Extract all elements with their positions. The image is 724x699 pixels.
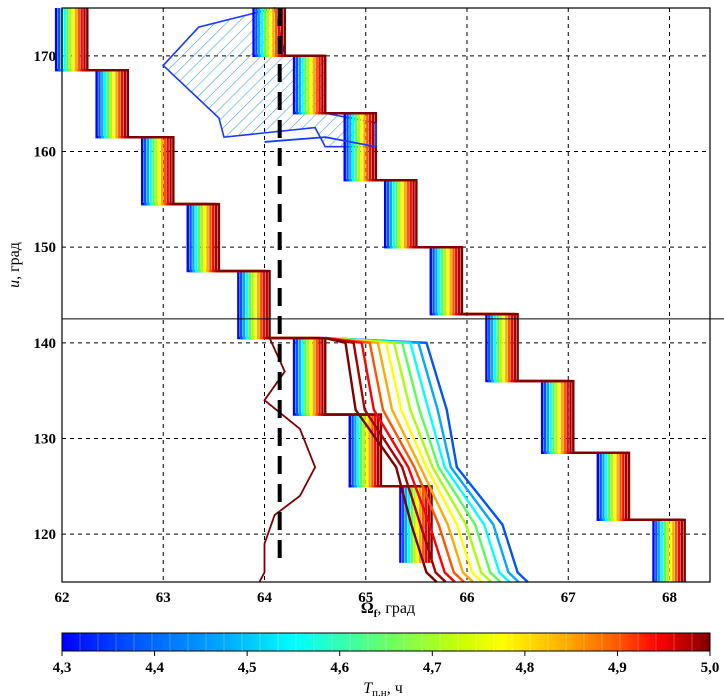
x-tick-label: 66	[460, 590, 476, 606]
tail-line	[325, 336, 465, 583]
tail-line	[324, 336, 438, 583]
colorbar-tick-label: 4,5	[238, 660, 257, 676]
y-axis-label: u, град	[6, 242, 23, 288]
x-tick-label: 64	[257, 590, 273, 606]
x-tick-label: 65	[358, 590, 373, 606]
right-boundary-line	[269, 8, 672, 582]
tail-line	[325, 336, 474, 583]
tick-labels: 62 63 64 65 66 67 68 120 130 140 150 160 170	[34, 49, 678, 606]
colorbar-tick-label: 5,0	[701, 660, 720, 676]
right-boundary-line	[283, 8, 686, 582]
colorbar-tick-label: 4,8	[515, 660, 534, 676]
colorbar-label: Tп.н, ч	[363, 680, 402, 699]
colorbar-segments	[79, 633, 693, 651]
colorbar-tick-label: 4,6	[330, 660, 349, 676]
colorbar-tick-label: 4,7	[423, 660, 442, 676]
x-tick-label: 63	[156, 590, 171, 606]
x-axis-label: Ωf, град	[361, 600, 415, 620]
right-boundary-line	[252, 8, 655, 582]
right-boundary-line	[280, 8, 684, 582]
tail-line	[325, 336, 520, 583]
blue-connector	[264, 122, 377, 148]
tail-line	[325, 336, 447, 583]
colorbar	[61, 632, 711, 652]
right-boundary-line	[258, 8, 661, 582]
plot-frame	[61, 7, 711, 583]
tail-line	[325, 336, 529, 583]
colorbar-tick-label: 4,4	[145, 660, 164, 676]
colorbar-ticks: 4,3 4,4 4,5 4,6 4,7 4,8 4,9 5,0	[53, 651, 720, 676]
series-layer	[54, 8, 686, 583]
right-boundary-line	[277, 8, 681, 582]
y-tick-label: 160	[34, 145, 57, 161]
tail-line	[325, 336, 502, 583]
right-boundary-line	[275, 8, 678, 582]
y-tick-label: 140	[34, 336, 57, 352]
y-tick-label: 130	[34, 432, 57, 448]
y-tick-label: 170	[34, 49, 57, 65]
left-boundary-line	[86, 8, 433, 563]
tail-line	[325, 336, 493, 583]
x-tick-label: 68	[662, 590, 677, 606]
x-tick-label: 62	[55, 590, 70, 606]
tail-line	[325, 336, 484, 583]
right-boundary-line	[263, 8, 667, 582]
right-boundary-line	[260, 8, 664, 582]
reference-lines	[62, 8, 724, 562]
right-boundary-line	[272, 8, 675, 582]
x-tick-label: 67	[561, 590, 577, 606]
y-tick-label: 120	[34, 527, 57, 543]
right-boundary-line	[266, 8, 669, 582]
tail-line	[325, 336, 511, 583]
colorbar-tick-label: 4,3	[53, 660, 72, 676]
colorbar-tick-label: 4,9	[608, 660, 627, 676]
tail-line-dark	[258, 337, 317, 583]
right-boundary-line	[255, 8, 658, 582]
y-tick-label: 150	[34, 240, 57, 256]
tail-line	[325, 336, 456, 583]
